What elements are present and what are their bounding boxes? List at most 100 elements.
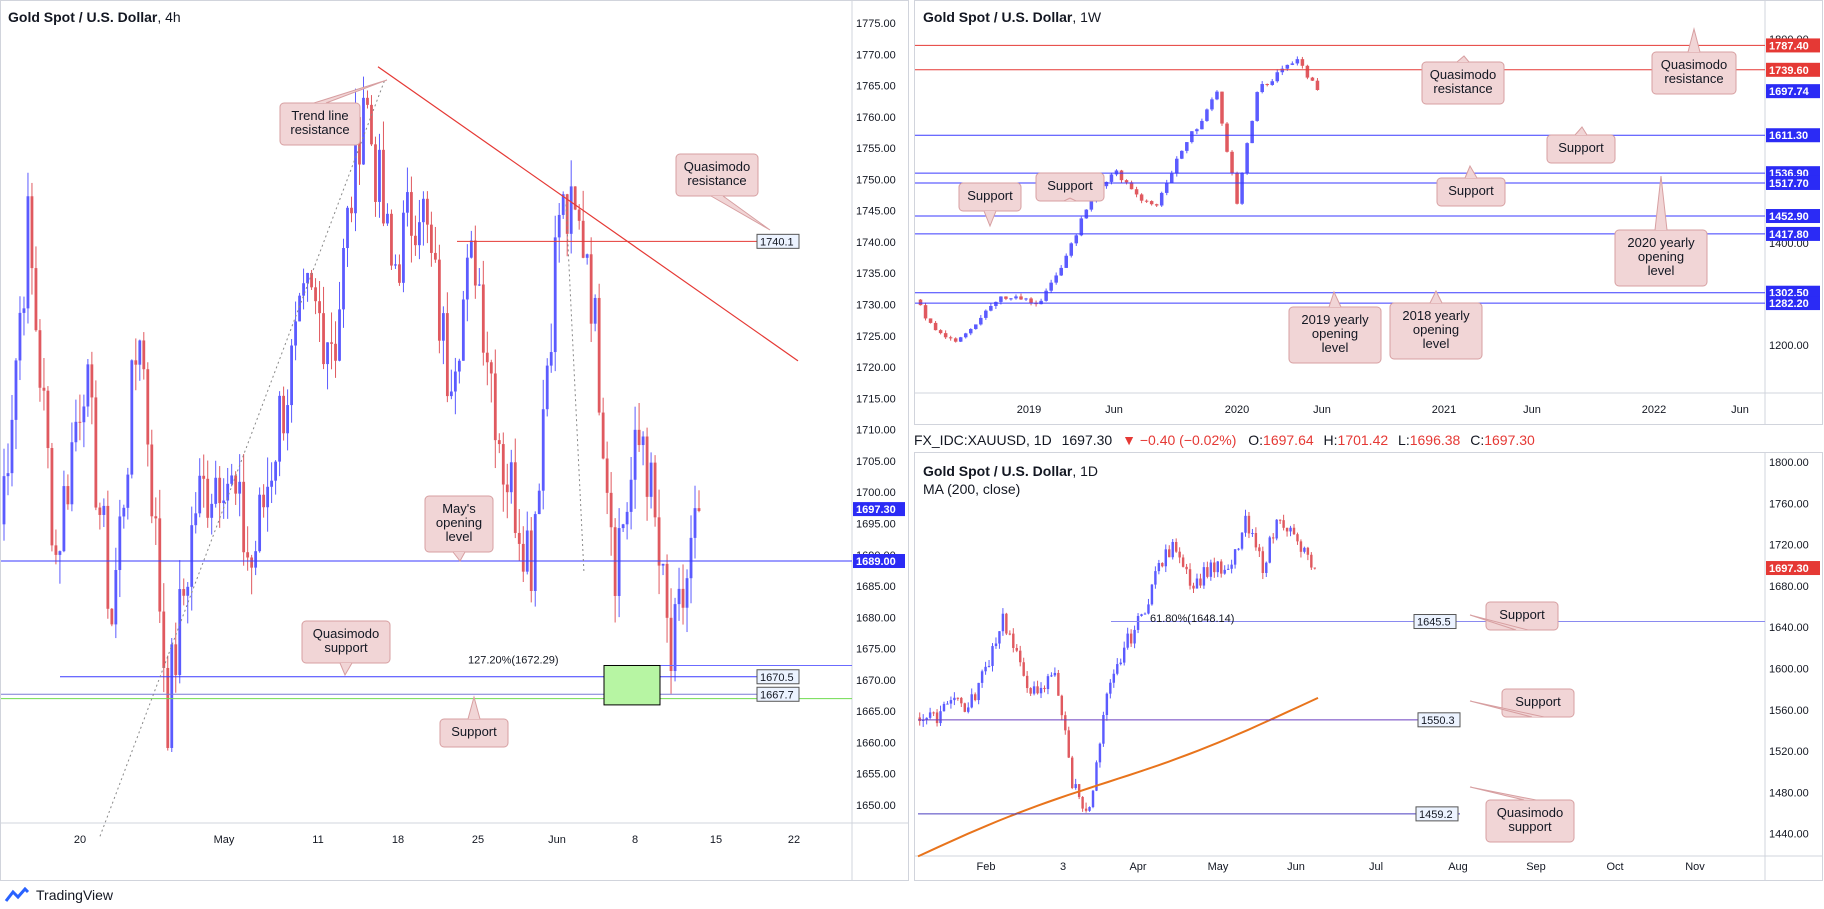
h4-candle xyxy=(258,494,262,552)
h4-y-tick-label: 1770.00 xyxy=(856,49,896,61)
w1-x-tick-label: Jun xyxy=(1105,404,1123,416)
w1-candle xyxy=(1280,68,1285,73)
d1-candle xyxy=(1296,534,1299,542)
d1-candle xyxy=(1105,693,1109,716)
w1-candle xyxy=(963,333,968,338)
d1-candle xyxy=(1230,564,1233,569)
w1-candle xyxy=(1300,59,1305,66)
w1-candle xyxy=(1169,173,1174,183)
d1-candle xyxy=(1140,614,1143,616)
d1-level-tag-text: 1459.2 xyxy=(1419,809,1453,821)
h4-candle xyxy=(206,478,210,518)
w1-x-tick-label: Jun xyxy=(1523,404,1541,416)
h4-candle xyxy=(186,586,190,596)
d1-candle xyxy=(1088,807,1091,811)
h4-callout-mays-open-text: opening xyxy=(436,515,482,530)
h4-candle xyxy=(581,220,585,258)
h4-candle xyxy=(154,516,158,519)
h4-candle xyxy=(497,440,501,445)
d1-candle xyxy=(1233,549,1237,565)
w1-candle xyxy=(1220,91,1224,124)
d1-candle xyxy=(918,717,921,722)
h4-y-tick-label: 1665.00 xyxy=(856,706,896,718)
h4-candle xyxy=(641,436,645,446)
w1-candle xyxy=(953,338,958,342)
w1-candle xyxy=(1200,120,1204,130)
d1-candle xyxy=(1206,567,1209,577)
w1-candle xyxy=(984,310,988,318)
w1-candle xyxy=(989,305,993,311)
h4-callout-qm-support-text: support xyxy=(324,640,368,655)
d1-callout-support-1-text: Support xyxy=(1499,607,1545,622)
d1-x-tick-label: Jul xyxy=(1369,861,1383,873)
w1-candle xyxy=(1089,200,1094,210)
w1-candle xyxy=(1074,235,1079,244)
h4-candle xyxy=(114,570,118,625)
d1-candle xyxy=(1109,682,1112,694)
h4-callout-mays-open-pointer xyxy=(452,551,466,562)
h4-candle xyxy=(330,342,333,344)
h4-candle xyxy=(465,257,469,300)
w1-x-tick-label: Jun xyxy=(1313,404,1331,416)
d1-level-tag-box xyxy=(1415,806,1459,822)
w1-candle xyxy=(1290,63,1295,65)
tradingview-brand[interactable]: TradingView xyxy=(4,883,113,907)
d1-candle xyxy=(1119,662,1122,665)
h4-x-tick-label: 11 xyxy=(312,834,323,846)
h4-candle xyxy=(541,409,545,491)
h4-y-tick-label: 1760.00 xyxy=(856,112,896,124)
w1-callout-2020-text: opening xyxy=(1638,249,1684,264)
h4-candle xyxy=(298,295,301,322)
w1-candle xyxy=(923,305,928,319)
h4-candle xyxy=(354,117,357,214)
w1-level-tag-bg xyxy=(1766,175,1820,190)
d1-candle xyxy=(1157,563,1161,572)
h4-candle xyxy=(489,362,493,374)
h4-candle xyxy=(318,301,321,314)
h4-candle xyxy=(517,532,521,544)
w1-callout-2019-text: opening xyxy=(1312,326,1358,341)
w1-callout-2020-text: 2020 yearly xyxy=(1627,235,1695,250)
h4-candle xyxy=(501,444,505,485)
h4-x-tick-label: May xyxy=(214,834,235,846)
h4-candle xyxy=(657,517,661,566)
d1-candle xyxy=(1247,515,1251,534)
d1-y-tick-label: 1760.00 xyxy=(1769,498,1809,510)
h4-candle xyxy=(238,481,242,494)
d1-callout-support-1-pointer xyxy=(1469,614,1529,631)
h4-candle xyxy=(138,340,142,365)
w1-candle xyxy=(1295,59,1300,64)
h4-candle xyxy=(549,352,553,366)
w1-callout-2018-text: 2018 yearly xyxy=(1402,308,1470,323)
d1-candle xyxy=(1292,527,1296,535)
h4-candle xyxy=(394,264,397,266)
d1-candle xyxy=(1216,561,1219,573)
w1-candle xyxy=(1285,64,1290,69)
d1-candle xyxy=(1095,762,1098,791)
w1-level-tag-bg xyxy=(1766,62,1820,77)
d1-candle xyxy=(977,682,980,701)
h4-callout-trendline-text: Trend line xyxy=(291,108,348,123)
h4-candle xyxy=(274,461,278,481)
h4-callout-support-pointer xyxy=(467,695,481,720)
d1-candle xyxy=(1022,662,1025,676)
h4-candle xyxy=(226,483,230,501)
h4-candle xyxy=(685,578,689,608)
d1-candle xyxy=(1237,548,1240,550)
d1-candle xyxy=(1081,796,1084,809)
h4-candle xyxy=(565,194,569,234)
h4-candle xyxy=(689,537,693,579)
h4-candle xyxy=(194,513,198,526)
w1-x-tick-label: Jun xyxy=(1731,404,1749,416)
h4-candle xyxy=(34,268,38,331)
w1-callout-qm-res-1-text: Quasimodo xyxy=(1430,67,1496,82)
h4-candle xyxy=(134,360,138,365)
h4-candle xyxy=(386,213,389,224)
h4-candle xyxy=(66,486,70,505)
h4-candle xyxy=(234,475,238,494)
h4-candle xyxy=(577,209,581,221)
d1-candle xyxy=(1154,571,1157,585)
d1-candle xyxy=(1084,808,1088,811)
h4-candle xyxy=(150,444,154,517)
w1-candle xyxy=(974,324,978,330)
